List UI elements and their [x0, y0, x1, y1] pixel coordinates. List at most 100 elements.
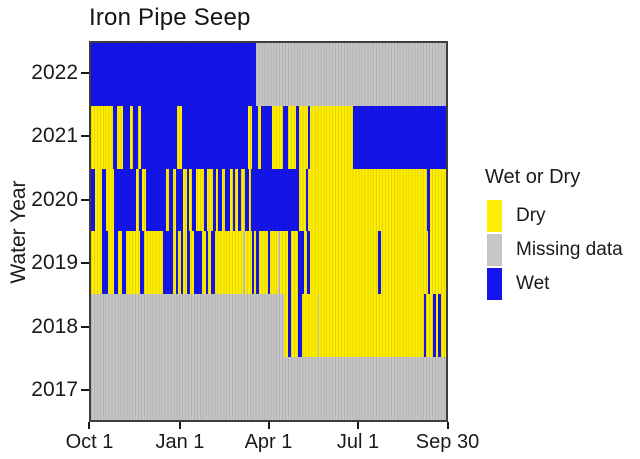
- run-wet: [132, 105, 138, 169]
- legend-label-missing: Missing data: [516, 239, 623, 260]
- run-dry: [190, 231, 194, 295]
- run-wet: [191, 168, 196, 232]
- run-dry: [201, 231, 206, 295]
- run-dry: [206, 168, 214, 232]
- legend-swatch-missing: [487, 234, 502, 266]
- run-wet: [146, 168, 166, 232]
- run-dry: [426, 294, 434, 358]
- run-dry: [178, 231, 182, 295]
- legend-entry-wet: Wet: [485, 268, 640, 302]
- run-missing: [317, 294, 320, 358]
- run-dry: [125, 231, 140, 295]
- run-dry: [288, 105, 297, 169]
- legend-entries: Dry Missing data Wet: [485, 200, 640, 302]
- run-dry: [310, 231, 379, 295]
- run-wet: [101, 168, 106, 232]
- run-dry: [436, 294, 439, 358]
- run-missing: [278, 231, 281, 295]
- run-wet: [224, 168, 230, 232]
- heatmap-row-2020: [91, 168, 446, 232]
- x-tick-mark: [178, 422, 181, 429]
- legend-entry-missing: Missing data: [485, 234, 640, 268]
- run-wet: [423, 294, 427, 358]
- run-dry: [291, 231, 298, 295]
- run-dry: [91, 231, 102, 295]
- run-dry: [118, 231, 123, 295]
- legend-label-wet: Wet: [516, 273, 550, 294]
- run-wet: [122, 231, 126, 295]
- x-tick-mark: [446, 422, 449, 429]
- run-wet: [427, 168, 431, 232]
- run-dry: [241, 168, 246, 232]
- run-wet: [113, 105, 118, 169]
- heatmap-row-2019: [91, 231, 446, 295]
- run-dry: [280, 231, 289, 295]
- run-wet: [307, 105, 310, 169]
- run-wet: [283, 105, 289, 169]
- legend-swatch-dry: [487, 200, 502, 232]
- run-missing: [91, 294, 284, 358]
- run-wet: [288, 231, 291, 295]
- legend: Wet or Dry Dry Missing data Wet: [485, 166, 640, 302]
- run-dry: [176, 105, 183, 169]
- y-tick-mark: [81, 135, 89, 138]
- y-tick-mark: [81, 325, 89, 328]
- run-dry: [291, 294, 299, 358]
- run-wet: [213, 168, 217, 232]
- run-wet: [252, 231, 255, 295]
- run-dry: [129, 105, 133, 169]
- run-dry: [144, 231, 163, 295]
- run-dry: [195, 168, 204, 232]
- run-wet: [181, 231, 184, 295]
- run-wet: [175, 231, 179, 295]
- run-wet: [305, 168, 309, 232]
- x-tick-mark: [88, 422, 91, 429]
- run-wet: [306, 231, 311, 295]
- run-wet: [91, 43, 257, 106]
- x-tick-mark: [357, 422, 359, 429]
- run-dry: [234, 168, 238, 232]
- run-dry: [298, 168, 306, 232]
- heatmap-rows: [91, 43, 446, 420]
- run-dry: [258, 105, 262, 169]
- run-dry: [309, 105, 354, 169]
- y-tick-label-2017: 2017: [31, 378, 78, 402]
- run-wet: [162, 231, 173, 295]
- run-missing: [243, 231, 246, 295]
- run-wet: [261, 105, 272, 169]
- run-dry: [165, 168, 169, 232]
- run-dry: [298, 105, 308, 169]
- heatmap-row-2021: [91, 105, 446, 169]
- y-tick-mark: [81, 198, 89, 201]
- run-dry: [302, 294, 318, 358]
- run-wet: [256, 231, 259, 295]
- run-dry: [245, 231, 253, 295]
- run-wet: [297, 231, 304, 295]
- run-dry: [430, 168, 446, 232]
- y-tick-mark: [81, 262, 89, 265]
- run-wet: [298, 294, 302, 358]
- run-dry: [258, 231, 268, 295]
- run-wet: [211, 231, 216, 295]
- run-wet: [139, 231, 145, 295]
- run-wet: [252, 105, 259, 169]
- run-wet: [193, 231, 202, 295]
- run-dry: [283, 294, 289, 358]
- run-missing: [91, 357, 446, 420]
- run-dry: [105, 168, 115, 232]
- x-tick-label-jul-1: Jul 1: [336, 431, 380, 453]
- run-wet: [438, 294, 441, 358]
- run-wet: [203, 168, 207, 232]
- run-dry: [117, 105, 124, 169]
- run-wet: [296, 105, 299, 169]
- run-dry: [189, 168, 192, 232]
- heatmap-row-2018: [91, 294, 446, 358]
- run-wet: [114, 231, 119, 295]
- legend-swatch-wet: [487, 268, 502, 300]
- x-tick-label-oct-1: Oct 1: [65, 431, 114, 453]
- run-wet: [218, 168, 223, 232]
- x-tick-label-apr-1: Apr 1: [244, 431, 293, 453]
- chart-title: Iron Pipe Seep: [89, 4, 251, 31]
- run-wet: [378, 231, 382, 295]
